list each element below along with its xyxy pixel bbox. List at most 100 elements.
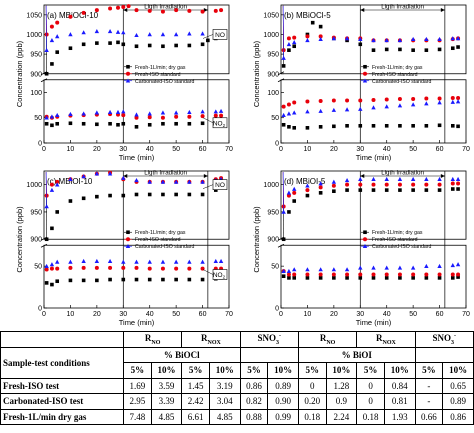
data-point <box>424 182 429 187</box>
irradiation-label: Ligth Irradiation <box>144 4 187 11</box>
data-point <box>358 106 363 111</box>
data-point <box>456 95 461 100</box>
data-point <box>345 188 349 192</box>
data-point <box>398 47 402 52</box>
data-point <box>68 121 73 126</box>
table-cell: % BiOI <box>297 346 416 363</box>
irradiation-label: Ligth Irradiation <box>381 170 424 177</box>
data-point <box>318 24 323 29</box>
data-point <box>81 258 86 263</box>
y-tick-label: 900 <box>30 71 42 78</box>
data-point <box>49 182 54 187</box>
data-point <box>116 5 120 10</box>
y-tick-label: 50 <box>271 115 279 122</box>
data-point <box>55 20 60 25</box>
x-tick-label: 30 <box>356 311 364 318</box>
data-point <box>116 122 120 127</box>
data-point <box>68 46 73 51</box>
data-point <box>173 259 179 264</box>
annotation-no2: NO2 <box>213 120 226 128</box>
table-cell: 0.86 <box>239 377 269 394</box>
data-point <box>281 122 286 127</box>
data-point <box>161 121 165 126</box>
data-point <box>424 123 429 128</box>
data-point <box>292 276 297 280</box>
data-point <box>187 43 192 48</box>
table-cell: 1.45 <box>181 377 210 394</box>
table-cell: 0 <box>297 377 327 394</box>
y-axis-label: Concentration (ppb) <box>252 40 261 107</box>
legend-label: Carbonated-ISO standard <box>372 79 432 85</box>
legend-label: Fresh-ISO standard <box>372 72 418 78</box>
y-tick-label: 950 <box>30 52 42 59</box>
data-point <box>331 272 336 277</box>
data-point <box>358 276 363 280</box>
y-tick-label: 900 <box>267 71 279 78</box>
axes-frame <box>43 170 230 309</box>
annotation-no2: NO2 <box>213 272 226 280</box>
legend-marker <box>125 78 131 83</box>
data-point <box>68 259 73 264</box>
data-point <box>187 8 192 13</box>
data-point <box>437 276 442 280</box>
data-point <box>68 278 73 283</box>
axes-frame <box>280 170 467 309</box>
data-point <box>384 97 389 102</box>
table-cell: 2.24 <box>325 408 358 425</box>
legend-label: Carbonated-ISO standard <box>135 244 195 250</box>
data-point <box>305 126 310 130</box>
data-point <box>126 4 131 9</box>
data-point <box>345 276 349 280</box>
data-point <box>398 276 402 280</box>
table-cell: Sample-test conditions <box>0 346 124 379</box>
data-point <box>281 237 286 242</box>
data-point <box>218 108 224 113</box>
table-cell: 0.18 <box>297 408 327 425</box>
y-tick-label: 50 <box>271 264 279 271</box>
y-tick-label: 0 <box>275 306 279 313</box>
data-point <box>107 171 113 176</box>
data-point <box>450 181 455 186</box>
table-cell: 3.59 <box>150 377 183 394</box>
data-point <box>287 125 291 129</box>
data-point <box>121 259 126 264</box>
data-point <box>160 115 165 120</box>
data-point <box>187 266 192 271</box>
data-point <box>115 29 121 34</box>
table-cell: 0.18 <box>356 408 385 425</box>
data-point <box>292 126 297 130</box>
data-point <box>187 277 192 282</box>
data-point <box>160 32 166 37</box>
data-point <box>121 193 126 198</box>
legend-label: Carbonated-ISO standard <box>372 244 432 250</box>
data-point <box>358 188 363 192</box>
data-point <box>213 8 218 13</box>
table-cell: 1.28 <box>325 377 358 394</box>
data-point <box>161 44 165 49</box>
data-point <box>81 111 86 116</box>
data-point <box>281 112 286 117</box>
table-cell: 0.86 <box>442 408 474 425</box>
data-point <box>94 8 99 13</box>
data-point <box>455 36 461 41</box>
data-point <box>134 177 139 183</box>
table-cell <box>239 346 299 363</box>
x-tick-label: 40 <box>146 146 154 153</box>
data-point <box>292 272 297 277</box>
results-table: RNO RNOX SNO3- RNO RNOX SNO3- Sample-test cond… <box>0 331 474 425</box>
data-point <box>358 182 363 187</box>
data-point <box>218 258 224 263</box>
data-point <box>55 50 60 54</box>
data-point <box>437 182 442 187</box>
x-tick-label: 40 <box>146 311 154 318</box>
y-tick-label: 0 <box>38 141 42 148</box>
table-cell: 0.81 <box>383 393 416 410</box>
data-point <box>371 176 376 181</box>
data-point <box>331 98 336 103</box>
data-point <box>147 111 152 116</box>
y-axis-label: Concentration (ppb) <box>15 40 24 107</box>
table-cell: 10% <box>442 362 474 379</box>
data-point <box>384 182 389 187</box>
chart-panel-d: Ligth Irradiation 0 10 20 30 40 50 60 70 Time (mi… <box>237 166 474 331</box>
